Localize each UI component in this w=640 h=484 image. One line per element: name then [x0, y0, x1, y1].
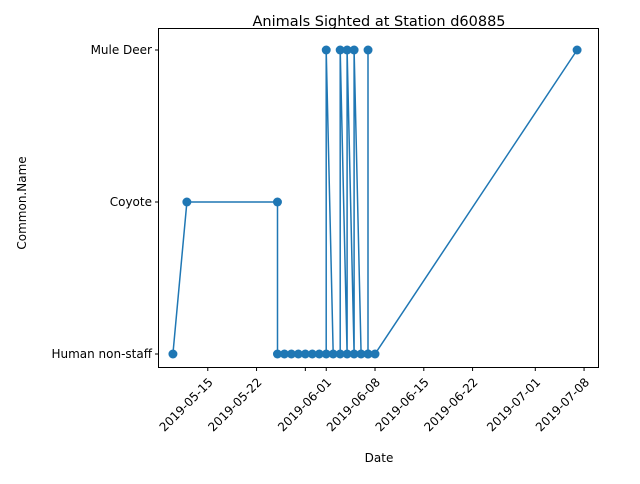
y-tick-label: Coyote	[110, 195, 152, 209]
data-point	[363, 45, 373, 55]
data-point	[300, 349, 310, 359]
data-point	[293, 349, 303, 359]
plot-frame	[158, 28, 599, 368]
data-point	[335, 45, 345, 55]
data-point	[168, 349, 178, 359]
data-point	[342, 45, 352, 55]
data-point	[321, 45, 331, 55]
x-axis-label: Date	[365, 451, 394, 465]
data-point	[370, 349, 380, 359]
series-line	[172, 49, 578, 355]
y-tick-label: Mule Deer	[91, 43, 152, 57]
data-point	[307, 349, 317, 359]
data-point	[363, 349, 373, 359]
data-point	[335, 349, 345, 359]
data-point	[328, 349, 338, 359]
data-point	[349, 349, 359, 359]
data-point	[321, 349, 331, 359]
chart-title: Animals Sighted at Station d60885	[252, 14, 505, 30]
data-point	[342, 349, 352, 359]
data-point	[272, 197, 282, 207]
y-axis-label: Common.Name	[15, 156, 29, 249]
data-point	[356, 349, 366, 359]
data-point	[279, 349, 289, 359]
data-point	[182, 197, 192, 207]
y-axis: Human non-staff Coyote Mule Deer	[51, 43, 159, 361]
data-point	[572, 45, 582, 55]
y-tick-label: Human non-staff	[51, 347, 152, 361]
series-layer	[168, 45, 582, 359]
data-point	[286, 349, 296, 359]
data-point	[349, 45, 359, 55]
data-point	[272, 349, 282, 359]
data-point	[314, 349, 324, 359]
